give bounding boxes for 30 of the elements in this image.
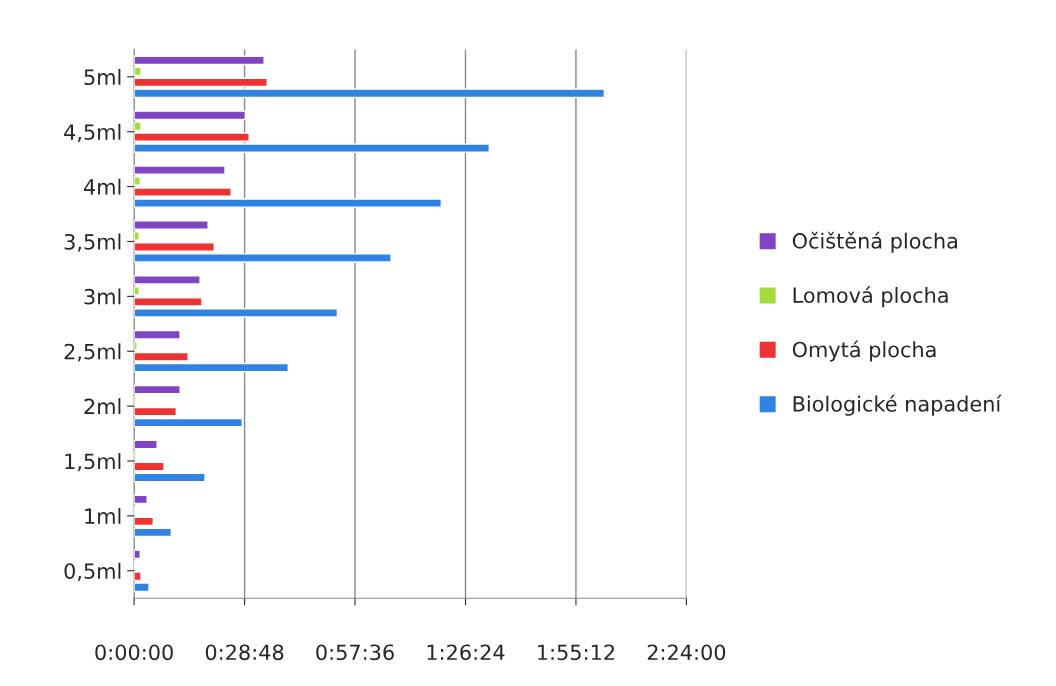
bar [134,384,181,395]
bar [134,516,154,527]
bar [134,494,148,505]
y-tick-label: 3,5ml [64,233,121,252]
x-tick-label: 0:57:36 [316,644,394,661]
legend-label: Omytá plocha [792,340,936,362]
y-tick-label: 2ml [84,398,121,415]
y-tick-label: 4,5ml [64,123,121,143]
legend-label: Lomová plocha [793,286,948,308]
legend-label: Biologické napadení [793,394,1002,416]
y-tick-label: 1,5ml [65,453,121,472]
y-tick-label: 2,5ml [64,343,121,362]
bar [134,527,173,538]
y-tick-label: 0,5ml [64,562,121,582]
bar [134,55,265,66]
y-tick-label: 3ml [84,288,121,305]
bar [134,461,165,472]
bar [134,417,243,428]
x-tick-label: 2:24:00 [647,644,726,661]
y-tick-label: 4ml [83,178,121,195]
y-tick-label: 1ml [85,507,121,524]
x-tick-label: 0:28:48 [205,644,284,661]
x-tick-label: 0:00:00 [95,644,173,661]
y-tick-label: 5ml [84,68,121,86]
bar [134,472,206,483]
bar [134,439,158,450]
legend-label: Očištěná plocha [792,231,957,253]
x-tick-label: 1:55:12 [538,644,615,661]
bar [134,406,177,417]
x-tick-label: 1:26:24 [427,644,505,661]
